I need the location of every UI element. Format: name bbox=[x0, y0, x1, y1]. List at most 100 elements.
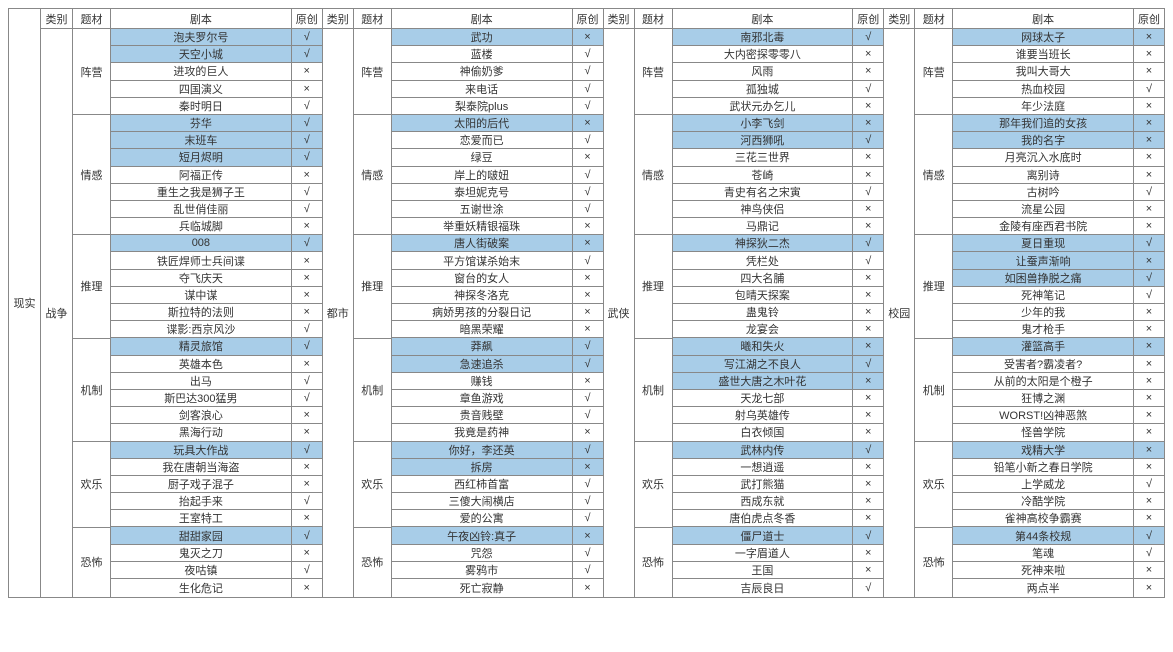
original-cell: × bbox=[1134, 407, 1164, 424]
original-cell: × bbox=[573, 115, 603, 132]
original-cell: × bbox=[292, 81, 322, 98]
header-category: 类别 bbox=[41, 9, 72, 29]
script-cell: 进攻的巨人 bbox=[111, 63, 291, 80]
theme-cell: 恐怖 bbox=[915, 528, 952, 597]
script-cell: 你好，李还英 bbox=[392, 442, 572, 459]
original-cell: × bbox=[573, 373, 603, 390]
script-cell: 铁匠焊师士兵间谍 bbox=[111, 252, 291, 269]
theme-cell: 欢乐 bbox=[635, 442, 672, 528]
header-category: 类别 bbox=[323, 9, 353, 29]
original-cell: × bbox=[1134, 29, 1164, 46]
theme-cell: 情感 bbox=[635, 115, 672, 235]
category-block: 类别都市题材阵营情感推理机制欢乐恐怖剧本武功蓝楼神偷奶爹来电话梨泰院plus太阳… bbox=[322, 9, 603, 597]
original-cell: × bbox=[853, 46, 883, 63]
original-cell: √ bbox=[573, 356, 603, 373]
script-cell: 受害者?霸凌者? bbox=[953, 356, 1133, 373]
original-cell: × bbox=[1134, 338, 1164, 355]
original-cell: × bbox=[292, 476, 322, 493]
original-cell: × bbox=[853, 493, 883, 510]
script-cell: 神鸟侠侣 bbox=[673, 201, 853, 218]
original-cell: × bbox=[1134, 63, 1164, 80]
header-original: 原创 bbox=[853, 9, 883, 29]
script-cell: 苍崎 bbox=[673, 167, 853, 184]
original-cell: × bbox=[292, 424, 322, 441]
original-cell: × bbox=[292, 252, 322, 269]
script-cell: 少年的我 bbox=[953, 304, 1133, 321]
original-cell: √ bbox=[573, 407, 603, 424]
script-cell: 谁要当班长 bbox=[953, 46, 1133, 63]
original-cell: × bbox=[1134, 218, 1164, 235]
original-cell: √ bbox=[573, 442, 603, 459]
original-cell: × bbox=[1134, 201, 1164, 218]
original-cell: √ bbox=[292, 201, 322, 218]
original-cell: × bbox=[853, 459, 883, 476]
script-cell: 死神来啦 bbox=[953, 562, 1133, 579]
script-cell: 神探冬洛克 bbox=[392, 287, 572, 304]
script-cell: 甜甜家园 bbox=[111, 527, 291, 544]
script-cell: 末班车 bbox=[111, 132, 291, 149]
original-cell: × bbox=[573, 29, 603, 46]
original-cell: √ bbox=[853, 356, 883, 373]
script-cell: 谋中谋 bbox=[111, 287, 291, 304]
original-cell: × bbox=[853, 545, 883, 562]
original-cell: √ bbox=[1134, 287, 1164, 304]
script-cell: 来电话 bbox=[392, 81, 572, 98]
script-cell: 夏日重现 bbox=[953, 235, 1133, 252]
original-cell: √ bbox=[853, 579, 883, 596]
original-cell: × bbox=[853, 218, 883, 235]
script-cell: 鬼才枪手 bbox=[953, 321, 1133, 338]
original-cell: √ bbox=[573, 167, 603, 184]
script-cell: 孤独城 bbox=[673, 81, 853, 98]
category-block: 类别校园题材阵营情感推理机制欢乐恐怖剧本网球太子谁要当班长我叫大哥大热血校园年少… bbox=[883, 9, 1164, 597]
script-cell: 神探狄二杰 bbox=[673, 235, 853, 252]
original-cell: √ bbox=[1134, 545, 1164, 562]
script-cell: 那年我们追的女孩 bbox=[953, 115, 1133, 132]
script-cell: 白衣倾国 bbox=[673, 424, 853, 441]
script-cell: 龙宴会 bbox=[673, 321, 853, 338]
original-cell: × bbox=[1134, 493, 1164, 510]
original-cell: × bbox=[292, 287, 322, 304]
theme-cell: 阵营 bbox=[354, 29, 391, 115]
theme-cell: 情感 bbox=[73, 115, 110, 235]
script-cell: 乱世俏佳丽 bbox=[111, 201, 291, 218]
theme-cell: 机制 bbox=[354, 339, 391, 442]
script-cell: 西红柿首富 bbox=[392, 476, 572, 493]
blocks-container: 类别战争题材阵营情感推理机制欢乐恐怖剧本泡夫罗尔号天空小城进攻的巨人四国演义秦时… bbox=[41, 9, 1164, 597]
script-cell: 暗黑荣耀 bbox=[392, 321, 572, 338]
original-cell: × bbox=[1134, 424, 1164, 441]
script-cell: 我的名字 bbox=[953, 132, 1133, 149]
original-cell: × bbox=[292, 356, 322, 373]
original-cell: × bbox=[853, 167, 883, 184]
original-cell: √ bbox=[573, 338, 603, 355]
original-cell: √ bbox=[1134, 235, 1164, 252]
realm-label: 现实 bbox=[10, 291, 40, 315]
original-cell: × bbox=[853, 338, 883, 355]
script-cell: 吉辰良日 bbox=[673, 579, 853, 596]
original-cell: × bbox=[573, 218, 603, 235]
script-cell: 夺飞庆天 bbox=[111, 270, 291, 287]
original-cell: × bbox=[292, 407, 322, 424]
original-cell: × bbox=[573, 304, 603, 321]
theme-cell: 欢乐 bbox=[915, 442, 952, 528]
category-cell: 战争 bbox=[41, 29, 72, 597]
script-cell: 短月烬明 bbox=[111, 149, 291, 166]
original-cell: × bbox=[1134, 98, 1164, 115]
original-cell: √ bbox=[292, 373, 322, 390]
header-script: 剧本 bbox=[673, 9, 853, 29]
script-cell: 五谢世涂 bbox=[392, 201, 572, 218]
script-cell: 玩具大作战 bbox=[111, 442, 291, 459]
original-cell: √ bbox=[573, 184, 603, 201]
original-cell: × bbox=[853, 287, 883, 304]
script-cell: 天空小城 bbox=[111, 46, 291, 63]
header-category: 类别 bbox=[604, 9, 634, 29]
original-cell: √ bbox=[292, 29, 322, 46]
original-cell: × bbox=[292, 270, 322, 287]
original-cell: √ bbox=[573, 46, 603, 63]
script-cell: 绿豆 bbox=[392, 149, 572, 166]
script-cell: 戏精大学 bbox=[953, 442, 1133, 459]
script-cell: 两点半 bbox=[953, 579, 1133, 596]
category-block: 类别武侠题材阵营情感推理机制欢乐恐怖剧本南邪北毒大内密探零零八风雨孤独城武状元办… bbox=[603, 9, 884, 597]
original-cell: × bbox=[1134, 356, 1164, 373]
original-cell: √ bbox=[1134, 527, 1164, 544]
original-cell: × bbox=[1134, 252, 1164, 269]
